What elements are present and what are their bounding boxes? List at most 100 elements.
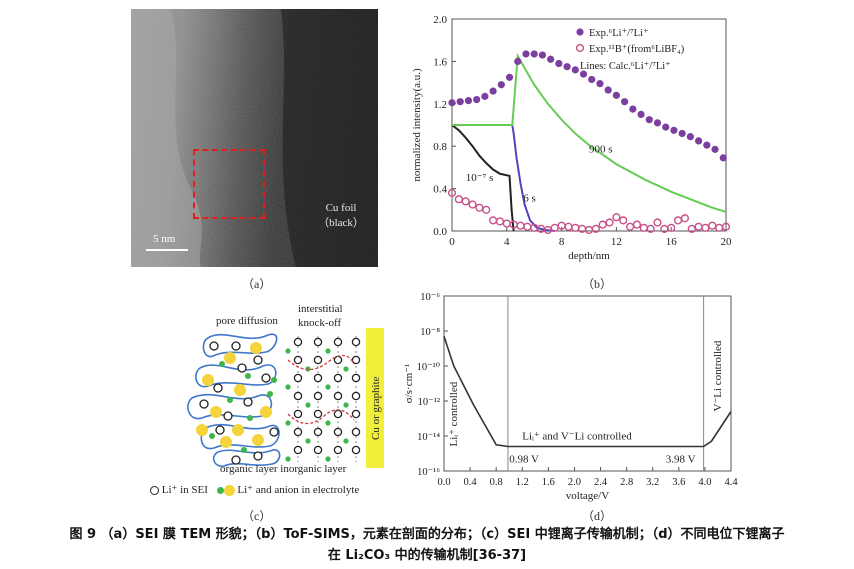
plot-frame: [443, 295, 732, 472]
data-point: [670, 126, 678, 134]
li-electrolyte: [285, 456, 291, 462]
y-tick-label: 10⁻¹⁴: [417, 432, 440, 443]
li-sei: [253, 451, 263, 461]
data-point: [715, 223, 724, 232]
data-point: [454, 195, 463, 204]
li-electrolyte: [271, 377, 277, 383]
legend-li: Exp.⁶Li⁺/⁷Li⁺: [589, 28, 649, 39]
data-point: [598, 220, 607, 229]
li-sei: [333, 391, 343, 401]
organic-layer: [187, 333, 281, 467]
chart-d: 0.0 0.4 0.8 1.2 1.6 2.0 2.4 2.8 3.2 3.6 4.0 4.4 10⁻¹…: [403, 292, 738, 502]
legend-marker-b: [575, 43, 585, 53]
li-sei: [351, 445, 361, 455]
anion: [210, 406, 222, 418]
legend-lines: Lines: Calc.⁶Li⁺/⁷Li⁺: [580, 61, 671, 72]
data-point: [645, 116, 653, 124]
anion: [224, 352, 236, 364]
x-tick-label: 16: [666, 236, 678, 248]
li-electrolyte: [209, 433, 215, 439]
li-sei-marker: [150, 485, 159, 495]
data-point: [721, 222, 731, 231]
data-point: [646, 224, 655, 233]
li-sei: [313, 337, 323, 347]
li-sei: [237, 363, 247, 373]
data-point: [653, 119, 662, 127]
data-point: [637, 110, 645, 118]
anion: [202, 374, 214, 386]
anion-marker: [223, 484, 235, 496]
series-line-2: [451, 124, 515, 232]
y-tick-label: 10⁻¹⁶: [417, 467, 440, 478]
data-point: [502, 219, 511, 228]
data-point: [719, 154, 727, 162]
y-tick-label: 1.2: [433, 99, 447, 111]
data-point: [461, 197, 470, 206]
y-tick-label: 0.0: [433, 226, 447, 238]
y-tick-label: 10⁻¹²: [418, 397, 440, 408]
x-tick-label: 0: [449, 236, 455, 248]
scale-bar: [146, 249, 188, 251]
li-sei: [243, 397, 253, 407]
annotation-900s: 900 s: [589, 144, 613, 156]
x-tick-label: 20: [721, 236, 733, 248]
x-axis-label: voltage/V: [566, 490, 609, 502]
data-point: [673, 216, 683, 225]
li-sei: [351, 373, 361, 383]
knock-off-title: knock-off: [298, 317, 342, 329]
li-electrolyte: [343, 402, 349, 408]
panel-a-label: （a）: [242, 277, 272, 291]
li-sei: [351, 409, 361, 419]
organic-outline: [200, 423, 280, 450]
y-tick-label: 2.0: [433, 14, 447, 26]
li-sei: [313, 373, 323, 383]
li-sei: [269, 427, 279, 437]
cu-graphite-bar: [366, 328, 384, 468]
region-box: [193, 149, 265, 219]
figure-caption-line2: 在 Li₂CO₃ 中的传输机制[36-37]: [327, 548, 527, 563]
li-sei: [261, 373, 271, 383]
data-point: [612, 91, 620, 99]
li-sei: [351, 391, 361, 401]
data-point: [662, 123, 670, 131]
x-tick-label: 2.4: [594, 477, 608, 488]
data-point: [639, 223, 648, 232]
panel-d-label: （d）: [582, 509, 613, 523]
y-tick-label: 10⁻⁸: [420, 327, 440, 338]
series-line-4: [452, 52, 727, 213]
data-point: [708, 221, 717, 230]
li-sei: [199, 399, 209, 409]
li-electrolyte: [325, 420, 331, 426]
y-tick-label: 10⁻¹⁰: [417, 362, 440, 373]
data-point: [701, 223, 710, 232]
data-point: [481, 92, 489, 100]
y-axis-label: normalized intensity(a.u.): [411, 68, 423, 182]
li-electrolyte: [305, 402, 311, 408]
legend-b: Exp.¹¹B⁺(from⁶LiBF₄): [589, 44, 685, 55]
data-point: [694, 222, 703, 231]
data-point: [563, 63, 571, 71]
li-sei: [351, 337, 361, 347]
li-sei: [333, 409, 343, 419]
li-sei: [253, 355, 263, 365]
li-electrolyte: [241, 447, 247, 453]
data-point: [475, 203, 484, 212]
tem-image: Cu foil （black） 5 nm: [131, 9, 378, 267]
legend-marker-li: [576, 28, 584, 36]
li-electrolyte: [285, 348, 291, 354]
li-electrolyte: [305, 438, 311, 444]
panel-b-label: （b）: [582, 277, 613, 291]
li-electrolyte: [343, 366, 349, 372]
x-tick-label: 3.2: [646, 477, 659, 488]
data-point: [686, 133, 694, 141]
data-point: [667, 223, 676, 232]
data-point: [482, 205, 491, 214]
li-electrolyte: [285, 384, 291, 390]
x-axis-label: depth/nm: [568, 250, 610, 262]
data-point: [604, 86, 612, 94]
li-sei: [313, 409, 323, 419]
annotation-v2: 3.98 V: [666, 453, 696, 465]
anion: [232, 424, 244, 436]
data-point: [571, 66, 579, 74]
li-electrolyte: [325, 384, 331, 390]
